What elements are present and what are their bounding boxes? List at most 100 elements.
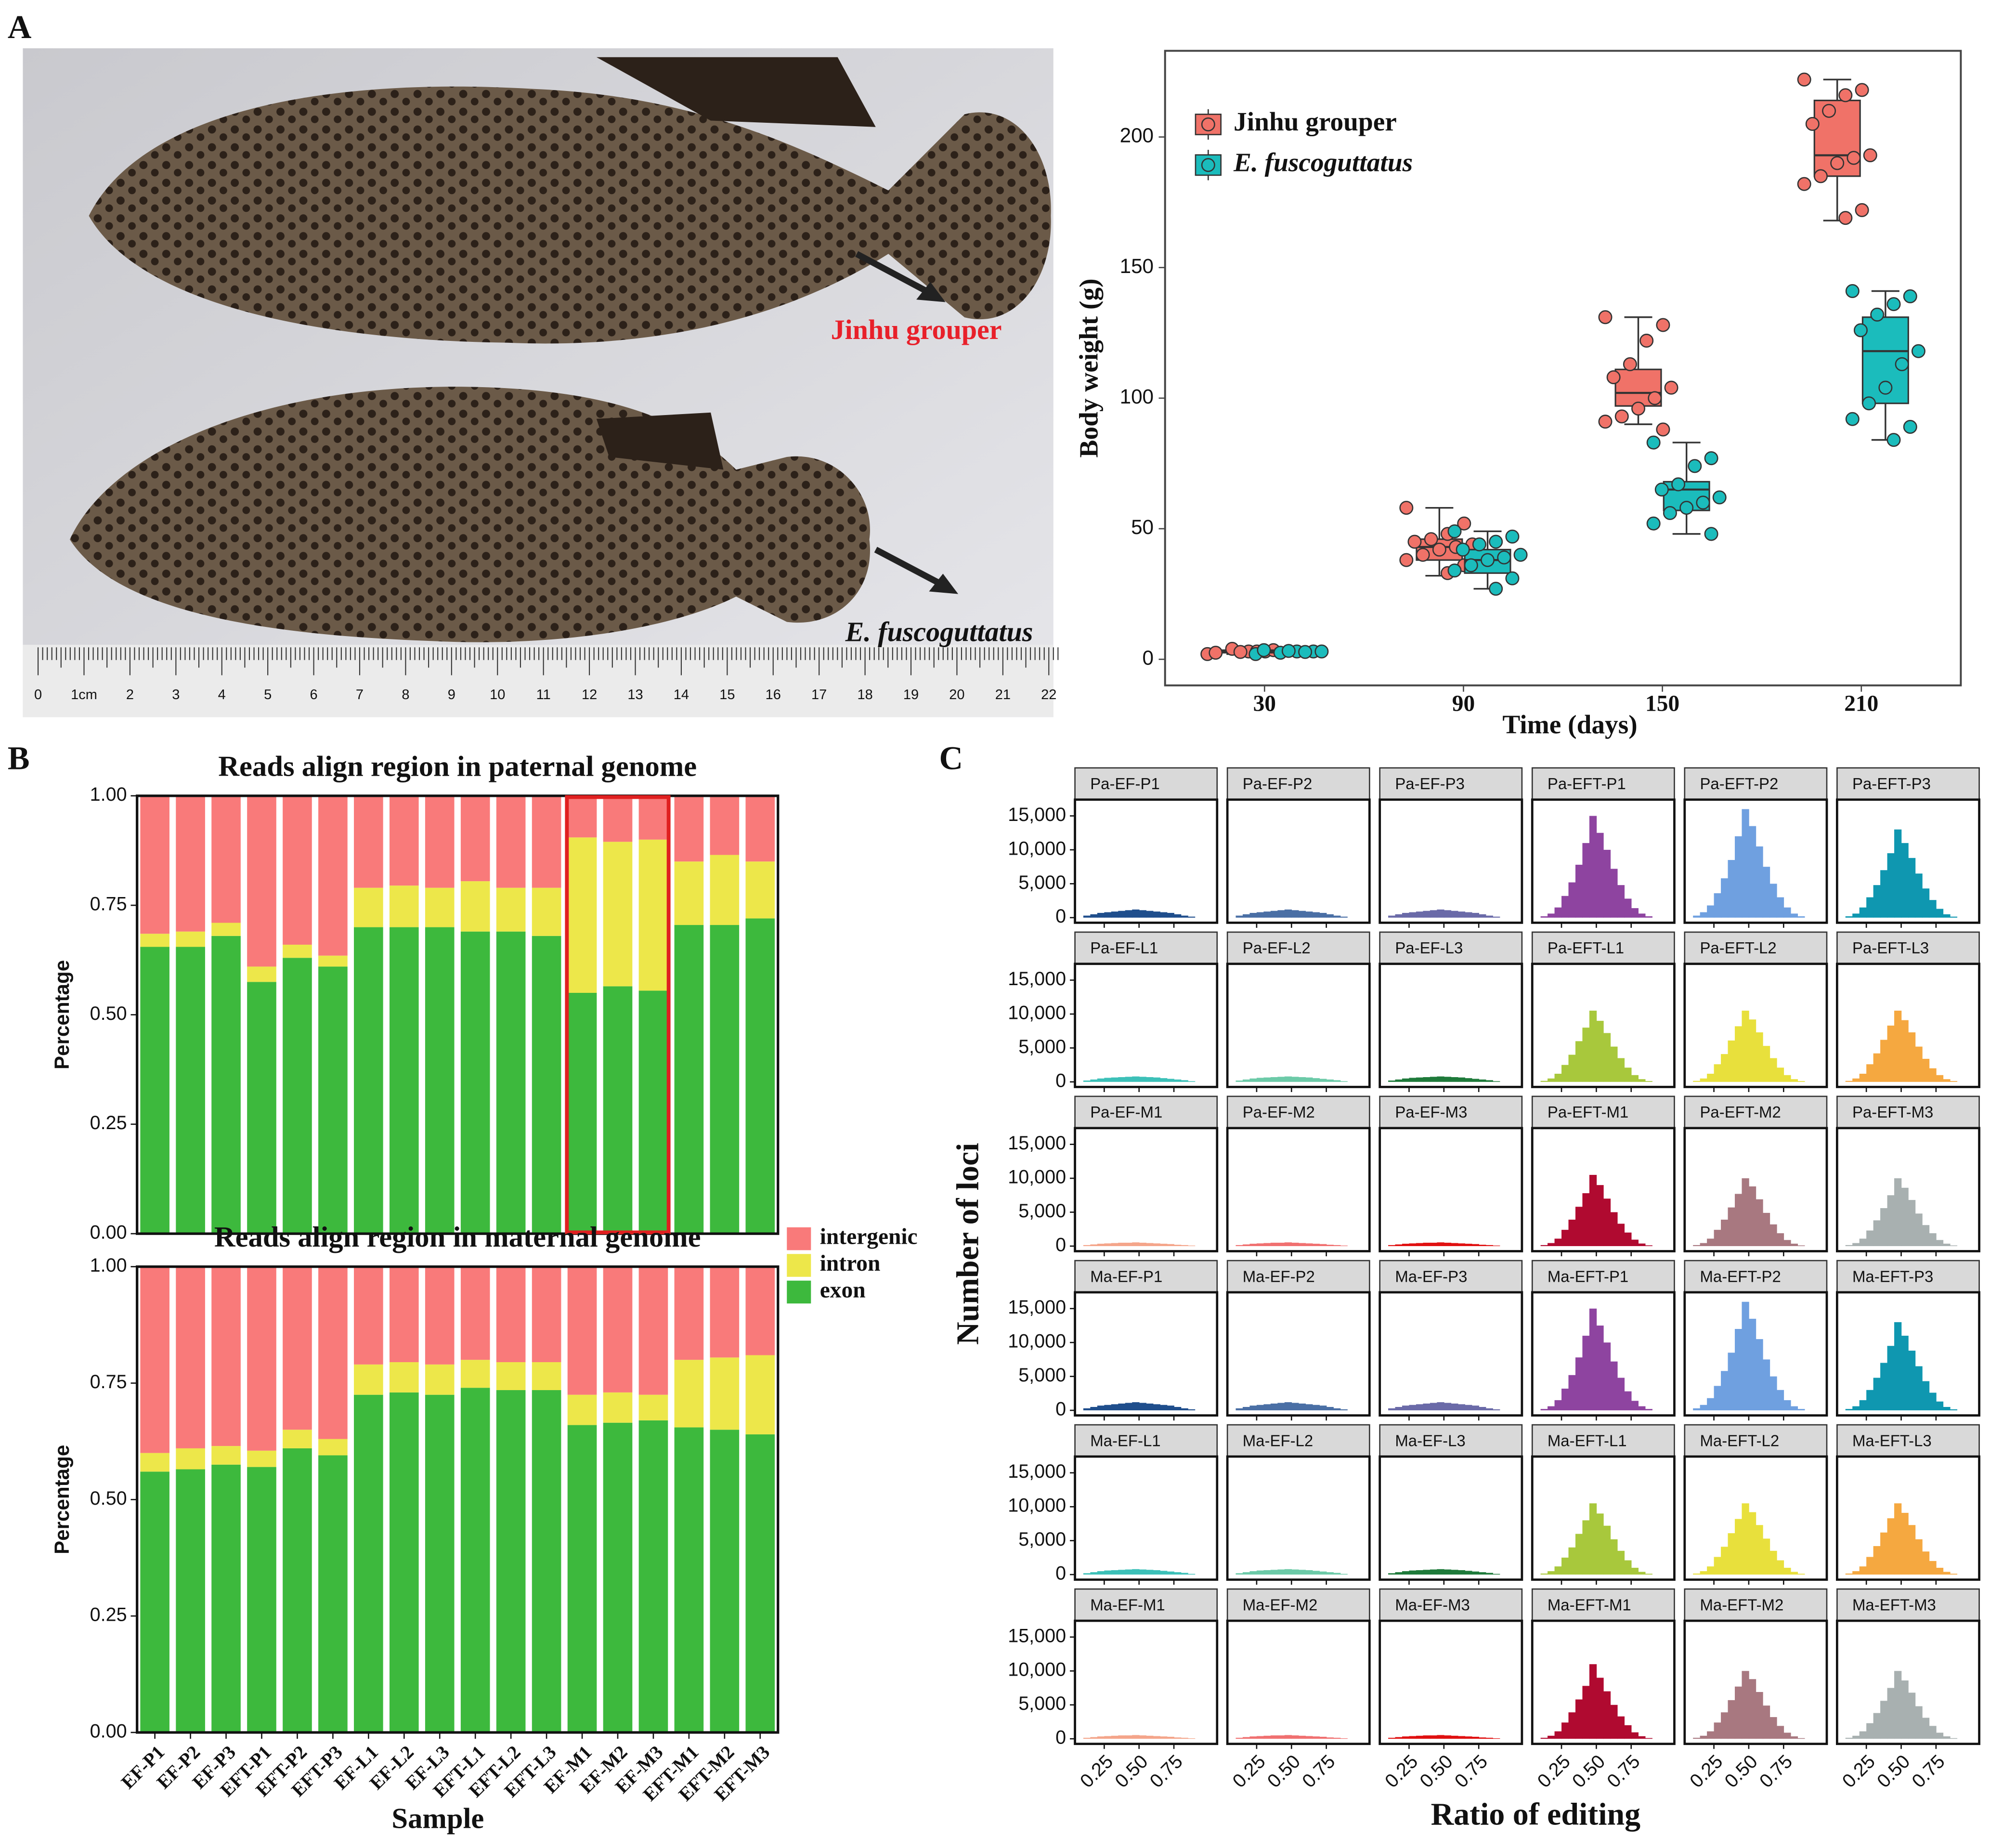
histogram-bar <box>1714 893 1721 918</box>
facet-label: Ma-EF-M1 <box>1090 1596 1165 1614</box>
histogram-bar <box>1416 1735 1424 1739</box>
data-point <box>1704 451 1718 466</box>
histogram-bar <box>1638 1406 1646 1411</box>
histogram-bar <box>1887 1688 1895 1739</box>
histogram-bar <box>1111 1570 1119 1575</box>
histogram-bar <box>1929 1561 1937 1575</box>
data-point <box>1407 534 1422 549</box>
data-point <box>1886 297 1901 312</box>
histogram-bar <box>1111 1404 1119 1411</box>
histogram-bar <box>1617 1223 1625 1246</box>
histogram-bar <box>1277 1735 1285 1739</box>
y-tick-label: 100 <box>1120 385 1154 408</box>
histogram-bar <box>1326 1737 1334 1739</box>
x-tick-label: 90 <box>1452 691 1475 716</box>
bar-segment <box>176 1266 205 1448</box>
histogram-bar <box>1908 1200 1916 1246</box>
histogram-bar <box>1894 1322 1902 1411</box>
plot-frame <box>1226 1291 1371 1417</box>
histogram-bar <box>1395 1737 1403 1739</box>
plot-background <box>1075 799 1217 923</box>
x-tick-label: 0.75 <box>1603 1751 1644 1792</box>
histogram-bar <box>1146 1243 1154 1246</box>
data-point <box>1606 370 1621 384</box>
facet-strip <box>1074 1095 1218 1129</box>
histogram-bar <box>1762 1046 1770 1082</box>
y-tick-label: 0 <box>1055 906 1066 927</box>
histogram-bar <box>1762 1705 1770 1739</box>
plot-background <box>1227 1128 1370 1251</box>
facet-label: Ma-EF-M3 <box>1395 1596 1470 1614</box>
histogram-bar <box>1118 1403 1126 1411</box>
histogram-bar <box>1416 1404 1424 1411</box>
bar-segment <box>603 986 633 1234</box>
histogram-bar <box>1485 1245 1493 1246</box>
histogram-bar <box>1735 1026 1743 1082</box>
histogram-bar <box>1548 1571 1555 1575</box>
y-tick-label: 5,000 <box>1018 872 1066 893</box>
histogram-bar <box>1402 1571 1410 1575</box>
bar-segment <box>318 1439 348 1456</box>
data-point <box>1838 211 1853 225</box>
plot-frame <box>1379 1127 1523 1252</box>
histogram-bar <box>1845 916 1853 918</box>
bar-segment <box>603 842 633 987</box>
histogram-bar <box>1423 1570 1431 1575</box>
y-tick-label: 0.50 <box>90 1003 127 1024</box>
data-point <box>1416 547 1430 562</box>
histogram-bar <box>1575 1534 1583 1575</box>
bar-segment <box>211 923 241 936</box>
facet-label: Pa-EFT-M3 <box>1852 1103 1933 1121</box>
data-point <box>1845 412 1860 426</box>
histogram-bar <box>1561 1065 1569 1082</box>
bar-segment <box>283 944 312 958</box>
histogram-bar <box>1097 1244 1105 1246</box>
histogram-bar <box>1936 1401 1944 1411</box>
histogram-bar <box>1187 1409 1196 1411</box>
histogram-bar <box>1638 1572 1646 1575</box>
bar-segment <box>425 795 455 888</box>
ruler-label: 4 <box>218 687 226 703</box>
x-tick-label: 0.75 <box>1298 1751 1340 1792</box>
data-point <box>1838 88 1853 103</box>
histogram-bar <box>1423 1403 1431 1411</box>
facet-label: Pa-EFT-M1 <box>1548 1103 1628 1121</box>
histogram-bar <box>1111 1077 1119 1082</box>
histogram-bar <box>1645 1574 1652 1575</box>
histogram-bar <box>1707 1566 1715 1575</box>
bar-segment <box>745 1266 775 1355</box>
x-tick-label: 0.50 <box>1111 1751 1152 1792</box>
ruler <box>23 645 1054 717</box>
bar-segment <box>389 927 419 1234</box>
x-tick-label: 0.75 <box>1756 1751 1797 1792</box>
facet-strip <box>1684 931 1828 965</box>
y-tick-label: 200 <box>1120 124 1154 147</box>
histogram-bar <box>1762 1212 1770 1246</box>
histogram-bar <box>1312 1244 1320 1246</box>
histogram-bar <box>1873 1220 1881 1246</box>
y-tick-label: 10,000 <box>1008 1002 1066 1023</box>
histogram-bar <box>1610 1539 1618 1575</box>
histogram-bar <box>1776 1390 1784 1411</box>
histogram-bar <box>1852 1078 1860 1082</box>
plot-frame <box>1074 1127 1219 1252</box>
y-tick-label: 15,000 <box>1008 804 1066 825</box>
histogram-bar <box>1540 1080 1548 1082</box>
histogram-bar <box>1430 1569 1438 1575</box>
bar-segment <box>496 1390 526 1733</box>
histogram-bar <box>1728 860 1735 918</box>
histogram-bar <box>1312 1571 1320 1575</box>
histogram-bar <box>1721 1547 1729 1575</box>
y-tick-label: 0.00 <box>90 1720 127 1742</box>
histogram-bar <box>1700 1405 1707 1411</box>
histogram-bar <box>1153 1736 1160 1739</box>
facet-label: Pa-EFT-P3 <box>1852 775 1931 793</box>
y-tick-label: 150 <box>1120 255 1154 277</box>
histogram-bar <box>1936 1075 1944 1082</box>
facet-strip <box>1684 767 1828 801</box>
facet-strip <box>1531 931 1675 965</box>
histogram-bar <box>1700 1078 1707 1082</box>
facet-label: Ma-EF-L2 <box>1243 1432 1313 1449</box>
bar-segment <box>247 966 276 982</box>
x-tick-label: 0.25 <box>1686 1751 1727 1792</box>
